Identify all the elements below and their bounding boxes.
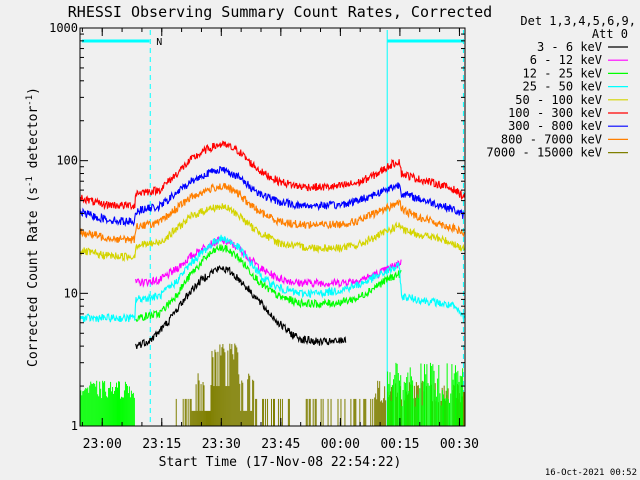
legend-label-100-300-kev: 100 - 300 keV [508, 106, 602, 120]
x-tick-label: 23:45 [261, 437, 300, 452]
legend-label-12-25-kev: 12 - 25 keV [523, 66, 602, 80]
legend-label-6-12-kev: 6 - 12 keV [530, 53, 602, 67]
footer-date: 16-Oct-2021 00:52 [545, 468, 637, 478]
legend-header-attenuator: Att 0 [592, 27, 628, 41]
series-line-800-7000-kev [79, 182, 465, 244]
series-layer [79, 140, 466, 426]
x-tick-label: 00:00 [321, 437, 360, 452]
x-axis: 23:00 23:15 23:30 23:45 00:00 00:15 00:30 [81, 28, 479, 452]
legend-label-7000-15000-kev: 7000 - 15000 keV [486, 146, 602, 160]
y-tick-label: 1000 [49, 21, 78, 35]
legend-label-25-50-kev: 25 - 50 keV [523, 80, 602, 94]
series-line-100-300-kev [79, 140, 466, 211]
y-tick-label: 1 [71, 419, 78, 433]
series-bars-12-25-kev-early [80, 362, 464, 426]
y-tick-label: 100 [56, 154, 78, 168]
legend-label-800-7000-kev: 800 - 7000 keV [501, 132, 602, 146]
legend-header-detectors: Det 1,3,4,5,6,9, [520, 14, 636, 28]
legend-label-300-800-kev: 300 - 800 keV [508, 119, 602, 133]
plot-frame [79, 27, 466, 427]
legend-label-50-100-kev: 50 - 100 keV [515, 93, 602, 107]
series-line-6-12-kev [135, 236, 402, 289]
x-tick-label: 23:00 [83, 437, 122, 452]
x-axis-label: Start Time (17-Nov-08 22:54:22) [159, 455, 402, 470]
series-line-25-50-kev [79, 234, 466, 323]
chart-title: RHESSI Observing Summary Count Rates, Co… [68, 3, 492, 21]
series-line-300-800-kev [79, 165, 466, 228]
series-line-3-6-kev [135, 265, 347, 350]
attenuator-flag-markers: N [81, 30, 464, 426]
series-line-12-25-kev [135, 244, 402, 322]
series-line-50-100-kev [79, 203, 466, 263]
x-tick-label: 23:15 [142, 437, 181, 452]
legend-label-3-6-kev: 3 - 6 keV [537, 40, 602, 54]
x-tick-label: 00:30 [440, 437, 479, 452]
y-axis: 1 10 100 1000 [49, 21, 465, 433]
y-axis-label: Corrected Count Rate (s-1 detector-1) [25, 87, 41, 367]
x-tick-label: 00:15 [380, 437, 419, 452]
x-tick-label: 23:30 [202, 437, 241, 452]
y-tick-label: 10 [64, 286, 78, 300]
night-flag-label: N [156, 37, 162, 48]
